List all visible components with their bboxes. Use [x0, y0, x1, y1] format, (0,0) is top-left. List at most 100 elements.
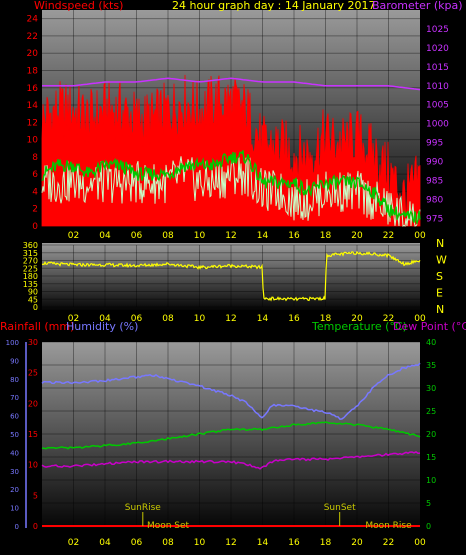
wind-axis-tick: 10	[27, 136, 39, 146]
temperature-axis-tick: 25	[426, 407, 436, 416]
direction-axis-tick: 270	[23, 257, 38, 266]
time-tick-label: 22	[383, 538, 394, 548]
time-tick-label: 16	[288, 538, 300, 548]
rainfall-axis-tick: 5	[33, 491, 38, 500]
humidity-axis-tick: 20	[10, 486, 19, 494]
rainfall-axis-tick: 25	[28, 369, 38, 378]
temperature-axis-tick: 10	[426, 476, 436, 485]
wind-axis-tick: 16	[27, 84, 39, 94]
direction-axis-tick: 360	[23, 241, 38, 250]
time-tick-label: 04	[99, 231, 111, 241]
barometer-axis-tick: 990	[426, 158, 443, 168]
barometer-axis-tick: 985	[426, 177, 443, 187]
time-tick-label: 08	[162, 314, 174, 324]
time-tick-label: 22	[383, 231, 394, 241]
wind-axis-tick: 18	[27, 66, 39, 76]
wind-direction-series	[41, 250, 421, 302]
time-tick-label: 10	[194, 538, 206, 548]
compass-label: E	[436, 287, 443, 300]
time-tick-label: 14	[257, 538, 269, 548]
compass-label: W	[436, 254, 447, 267]
compass-label: S	[436, 270, 443, 283]
time-tick-label: 06	[131, 314, 143, 324]
barometer-axis-tick: 1010	[426, 82, 449, 92]
time-tick-label: 22	[383, 314, 394, 324]
sun-event-label: SunRise	[125, 503, 162, 513]
humidity-axis-tick: 40	[10, 449, 19, 457]
temperature-axis-tick: 20	[426, 430, 436, 439]
direction-axis-tick: 0	[33, 303, 38, 312]
wind-average-series	[41, 150, 421, 225]
temperature-axis-tick: 5	[426, 499, 431, 508]
barometer-axis-tick: 975	[426, 214, 443, 224]
barometer-axis-tick: 1015	[426, 63, 449, 73]
time-tick-label: 04	[99, 538, 111, 548]
sun-event-label: SunSet	[324, 503, 356, 513]
direction-plot-area	[42, 243, 420, 310]
wind-axis-title: Windspeed (kts)	[34, 0, 123, 12]
wind-barometer-panel: Windspeed (kts) 24 hour graph day : 14 J…	[27, 0, 463, 241]
rainfall-axis-tick: 20	[28, 399, 38, 408]
moon-event-label: Moon Rise	[365, 521, 412, 531]
time-tick-label: 12	[225, 231, 236, 241]
barometer-series	[42, 77, 421, 91]
wind-axis-tick: 24	[27, 15, 39, 25]
direction-axis-tick: 225	[23, 264, 38, 273]
wind-axis-tick: 6	[32, 170, 38, 180]
rainfall-axis-title: Rainfall (mm)	[0, 320, 74, 333]
temperature-axis-tick: 35	[426, 361, 436, 370]
temperature-axis-tick: 30	[426, 384, 436, 393]
humidity-axis-tick: 60	[10, 413, 19, 421]
time-tick-label: 00	[414, 231, 426, 241]
time-tick-label: 14	[257, 314, 269, 324]
humidity-axis-tick: 100	[6, 339, 19, 347]
time-tick-label: 16	[288, 314, 300, 324]
wind-axis-tick: 2	[32, 205, 38, 215]
time-tick-label: 12	[225, 538, 236, 548]
temperature-axis-tick: 40	[426, 338, 436, 347]
time-tick-label: 02	[68, 314, 79, 324]
time-tick-label: 18	[320, 538, 332, 548]
time-tick-label: 20	[351, 538, 363, 548]
rainfall-axis-tick: 15	[28, 430, 38, 439]
direction-axis-tick: 180	[23, 272, 38, 281]
humidity-axis-tick: 70	[10, 394, 19, 402]
time-tick-label: 18	[320, 314, 332, 324]
direction-axis-tick: 90	[28, 288, 38, 297]
barometer-axis-tick: 1000	[426, 120, 449, 130]
barometer-axis-tick: 995	[426, 139, 443, 149]
time-tick-label: 08	[162, 231, 174, 241]
chart-title: 24 hour graph day : 14 January 2017	[172, 0, 376, 12]
wind-axis-tick: 12	[27, 118, 38, 128]
rainfall-axis-tick: 10	[28, 461, 38, 470]
wind-axis-tick: 8	[32, 153, 38, 163]
barometer-axis-title: Barometer (kpa)	[372, 0, 463, 12]
rainfall-axis-tick: 0	[33, 522, 38, 531]
humidity-axis-tick: 80	[10, 376, 19, 384]
time-tick-label: 06	[131, 231, 143, 241]
time-tick-label: 00	[414, 538, 426, 548]
direction-axis-tick: 135	[23, 280, 38, 289]
dewpoint-series	[41, 451, 421, 470]
time-tick-label: 08	[162, 538, 174, 548]
dewpoint-axis-title: Dew Point (°C)	[393, 320, 466, 333]
time-tick-label: 02	[68, 231, 79, 241]
rainfall-axis-tick: 30	[28, 338, 38, 347]
humidity-axis-tick: 50	[10, 431, 19, 439]
direction-axis-tick: 315	[23, 249, 38, 258]
humidity-axis-title: Humidity (%)	[66, 320, 138, 333]
wind-axis-tick: 0	[32, 222, 38, 232]
moon-event-label: Moon Set	[147, 521, 190, 531]
time-tick-label: 14	[257, 231, 269, 241]
temperature-axis-title: Temperature (°C)	[311, 320, 407, 333]
time-tick-label: 20	[351, 231, 363, 241]
temperature-axis-tick: 15	[426, 453, 436, 462]
wind-axis-tick: 14	[27, 101, 39, 111]
time-tick-label: 12	[225, 314, 236, 324]
time-tick-label: 04	[99, 314, 111, 324]
time-tick-label: 16	[288, 231, 300, 241]
humidity-axis-tick: 90	[10, 357, 19, 365]
temp-plot-area	[42, 342, 420, 528]
